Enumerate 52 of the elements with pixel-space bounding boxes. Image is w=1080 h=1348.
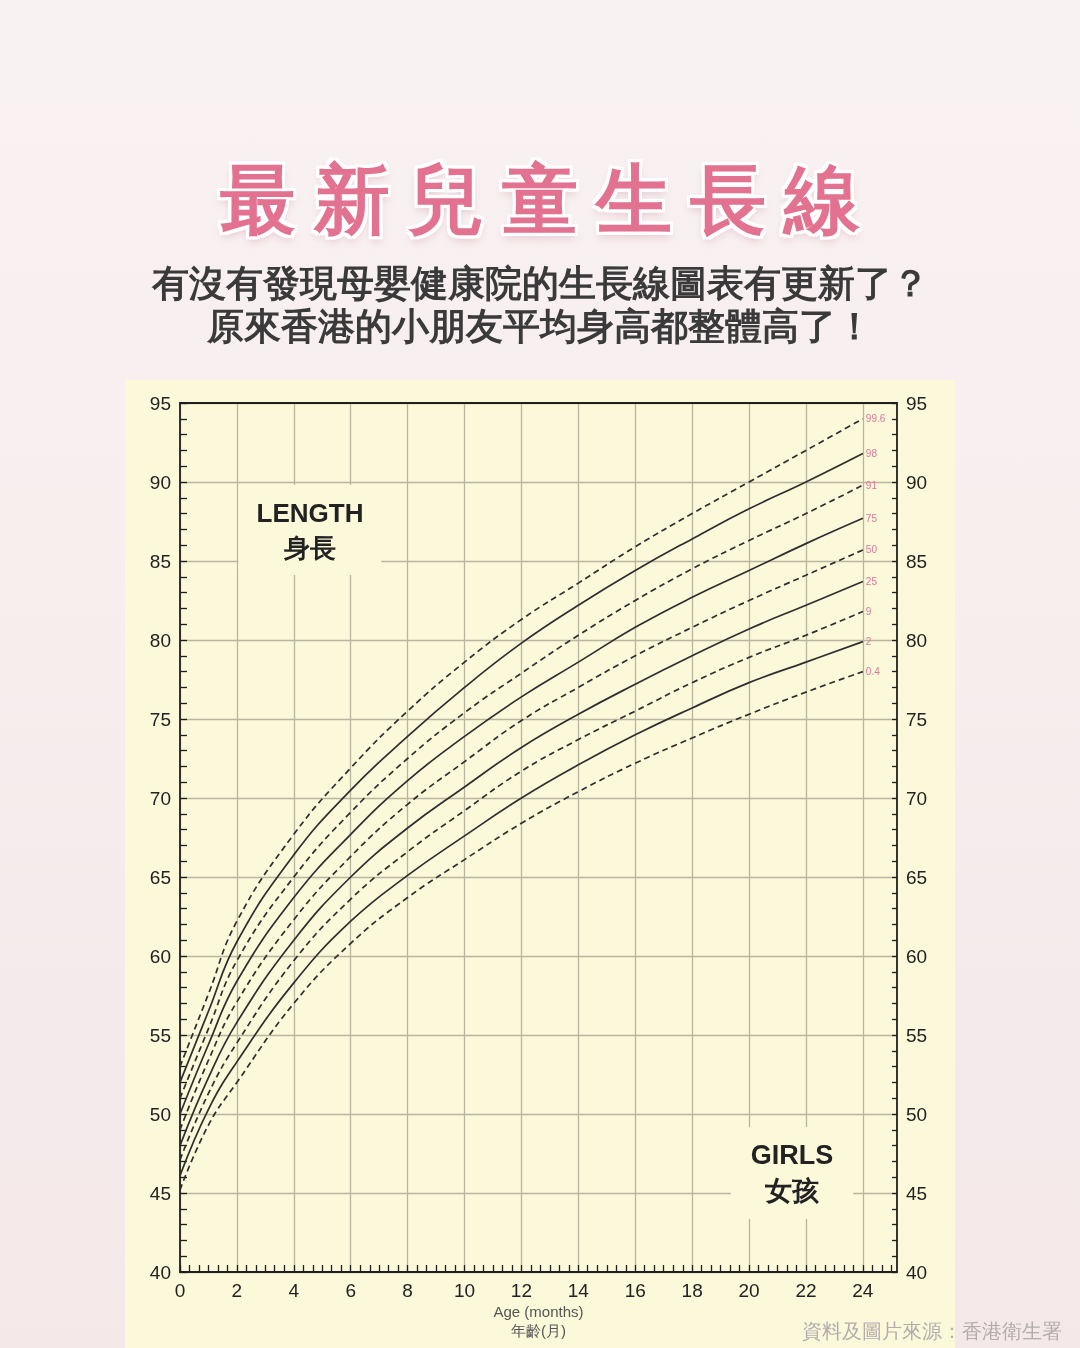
series-label: 0.4 <box>865 666 881 678</box>
y2-tick-label: 55 <box>906 1024 928 1046</box>
series-label: 98 <box>865 448 878 460</box>
y-tick-label: 65 <box>149 866 171 888</box>
series-label: 99.6 <box>865 413 886 425</box>
x-tick-label: 6 <box>345 1280 356 1301</box>
text: 資料及圖片來源：香港衛生署 <box>802 1320 1062 1342</box>
x-tick-label: 8 <box>402 1280 413 1301</box>
y2-tick-label: 85 <box>906 550 928 572</box>
x-tick-label: 20 <box>738 1280 760 1301</box>
y-tick-label: 90 <box>149 471 171 493</box>
series-label: 75 <box>865 512 878 524</box>
x-tick-label: 4 <box>288 1280 300 1301</box>
chart-subtitle: 有沒有發現母嬰健康院的生長線圖表有更新了？原來香港的小朋友平均身高都整體高了！ <box>150 262 930 348</box>
y-tick-label: 75 <box>149 708 171 730</box>
series-label: 2 <box>865 636 872 648</box>
x-axis-title: Age (months) 年齡(月) <box>493 1303 584 1339</box>
y2-tick-label: 45 <box>906 1182 928 1204</box>
series-label: 91 <box>865 479 878 491</box>
x-tick-label: 0 <box>174 1280 186 1301</box>
x-tick-label: 2 <box>231 1280 243 1301</box>
annotation: GIRLS 女孩 <box>750 1140 834 1206</box>
series-label: 25 <box>865 576 878 588</box>
y2-tick-label: 95 <box>906 392 928 414</box>
y-tick-label: 80 <box>149 629 171 651</box>
y2-tick-label: 40 <box>906 1261 928 1283</box>
series-label: 9 <box>865 606 872 618</box>
y2-tick-label: 75 <box>906 708 928 730</box>
chart-title: 最新兒童生長線 <box>219 154 879 246</box>
y-tick-label: 95 <box>149 392 171 414</box>
y2-tick-label: 90 <box>906 471 928 493</box>
y-axis-title: LENGTH 身長 <box>256 497 364 563</box>
x-tick-label: 10 <box>453 1280 476 1301</box>
series-label: 50 <box>865 544 878 556</box>
y2-tick-label: 60 <box>906 945 928 967</box>
x-tick-label: 24 <box>852 1280 874 1301</box>
y-tick-label: 55 <box>149 1024 171 1046</box>
y-tick-label: 70 <box>149 787 171 809</box>
y2-tick-label: 65 <box>906 866 928 888</box>
x-tick-label: 12 <box>510 1280 532 1301</box>
y-tick-label: 85 <box>149 550 171 572</box>
y2-tick-label: 50 <box>906 1103 928 1125</box>
x-tick-label: 18 <box>681 1280 703 1301</box>
x-tick-label: 14 <box>567 1280 590 1301</box>
y-tick-label: 45 <box>149 1182 171 1204</box>
y-tick-label: 50 <box>149 1103 171 1125</box>
x-tick-label: 22 <box>795 1280 817 1301</box>
x-tick-label: 16 <box>624 1280 646 1301</box>
y-tick-label: 40 <box>149 1261 171 1283</box>
y-tick-label: 60 <box>149 945 171 967</box>
y2-tick-label: 70 <box>906 787 928 809</box>
y2-tick-label: 80 <box>906 629 928 651</box>
